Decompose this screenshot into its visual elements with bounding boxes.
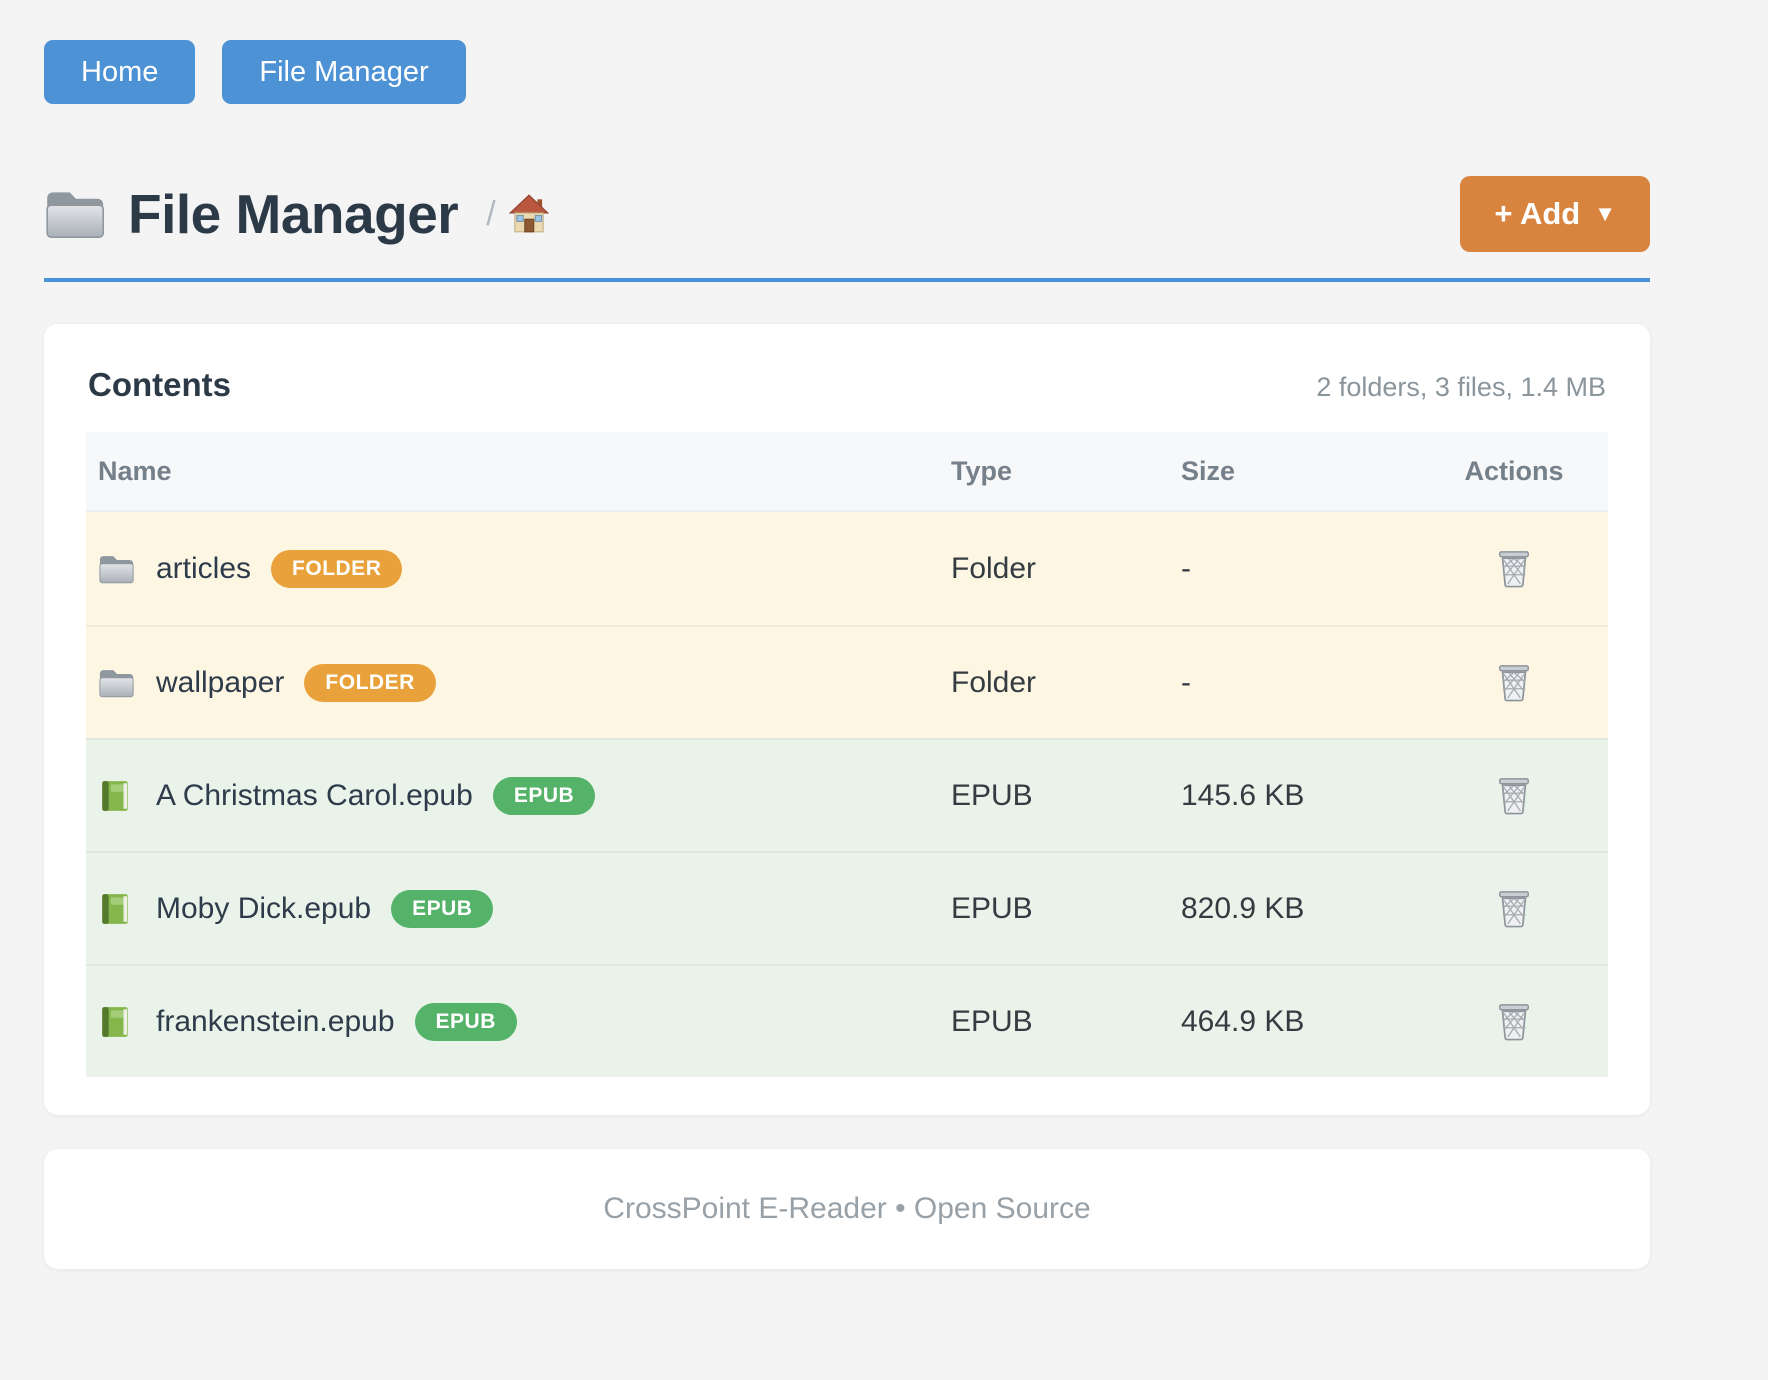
file-type: Folder	[951, 665, 1037, 699]
file-name[interactable]: A Christmas Carol.epub	[156, 778, 473, 812]
page-title: File Manager	[128, 183, 459, 245]
file-name[interactable]: Moby Dick.epub	[156, 891, 372, 925]
footer-text: CrossPoint E-Reader • Open Source	[603, 1192, 1091, 1225]
delete-button[interactable]	[1491, 659, 1537, 707]
book-icon	[98, 779, 136, 813]
table-body: articles FOLDER Folder - wallpaper FOLDE…	[86, 512, 1608, 1077]
file-name[interactable]: frankenstein.epub	[156, 1004, 395, 1038]
file-type: EPUB	[951, 778, 1033, 812]
nav-home-button[interactable]: Home	[44, 40, 196, 104]
file-type: EPUB	[951, 1004, 1033, 1038]
file-type-badge: FOLDER	[304, 663, 436, 702]
delete-button[interactable]	[1491, 772, 1537, 820]
file-type-badge: EPUB	[391, 889, 494, 928]
footer: CrossPoint E-Reader • Open Source	[44, 1149, 1650, 1269]
file-name[interactable]: articles	[156, 551, 252, 585]
add-button-label: + Add	[1494, 196, 1581, 231]
file-type: EPUB	[951, 891, 1033, 925]
column-header-actions: Actions	[1464, 455, 1564, 486]
file-type: Folder	[951, 551, 1037, 585]
delete-button[interactable]	[1491, 998, 1537, 1046]
file-type-badge: FOLDER	[271, 549, 403, 588]
file-size: 464.9 KB	[1181, 1004, 1305, 1038]
chevron-down-icon: ▼	[1594, 201, 1616, 226]
folder-icon	[98, 667, 136, 699]
contents-card: Contents 2 folders, 3 files, 1.4 MB Name…	[44, 324, 1650, 1115]
file-manager-page: Home File Manager File Manager / + Add ▼…	[44, 40, 1650, 1269]
nav-file-manager-button[interactable]: File Manager	[222, 40, 466, 104]
file-type-badge: EPUB	[414, 1002, 517, 1041]
breadcrumb-separator: /	[486, 194, 496, 233]
trash-icon	[1498, 550, 1530, 587]
trash-icon	[1498, 890, 1530, 927]
trash-icon	[1498, 777, 1530, 814]
file-type-badge: EPUB	[492, 776, 596, 815]
breadcrumb: /	[486, 193, 549, 235]
card-title: Contents	[88, 366, 231, 403]
column-header-size: Size	[1181, 455, 1236, 486]
table-header: Name Type Size Actions	[86, 432, 1608, 512]
table-row: Moby Dick.epub EPUB EPUB 820.9 KB	[86, 851, 1608, 964]
file-size: 145.6 KB	[1181, 778, 1305, 812]
folder-icon	[98, 553, 136, 585]
title-divider	[44, 278, 1650, 282]
book-icon	[98, 892, 136, 926]
trash-icon	[1498, 664, 1530, 701]
add-button[interactable]: + Add ▼	[1460, 176, 1650, 252]
folder-icon	[46, 191, 104, 238]
column-header-type: Type	[951, 455, 1013, 486]
contents-summary: 2 folders, 3 files, 1.4 MB	[1316, 372, 1606, 402]
page-header: File Manager / + Add ▼	[44, 176, 1650, 252]
file-name[interactable]: wallpaper	[156, 665, 285, 699]
column-header-name: Name	[98, 455, 172, 486]
delete-button[interactable]	[1491, 545, 1537, 593]
file-table: Name Type Size Actions articles FOLDER F…	[86, 432, 1608, 1077]
trash-icon	[1498, 1003, 1530, 1040]
top-nav: Home File Manager	[44, 40, 1650, 104]
table-row: A Christmas Carol.epub EPUB EPUB 145.6 K…	[86, 738, 1608, 851]
file-size: -	[1181, 551, 1191, 585]
table-row: frankenstein.epub EPUB EPUB 464.9 KB	[86, 964, 1608, 1077]
table-row: articles FOLDER Folder -	[86, 512, 1608, 625]
delete-button[interactable]	[1491, 885, 1537, 933]
file-size: 820.9 KB	[1181, 891, 1305, 925]
file-size: -	[1181, 665, 1191, 699]
home-icon[interactable]	[508, 193, 550, 235]
book-icon	[98, 1005, 136, 1039]
table-row: wallpaper FOLDER Folder -	[86, 625, 1608, 738]
